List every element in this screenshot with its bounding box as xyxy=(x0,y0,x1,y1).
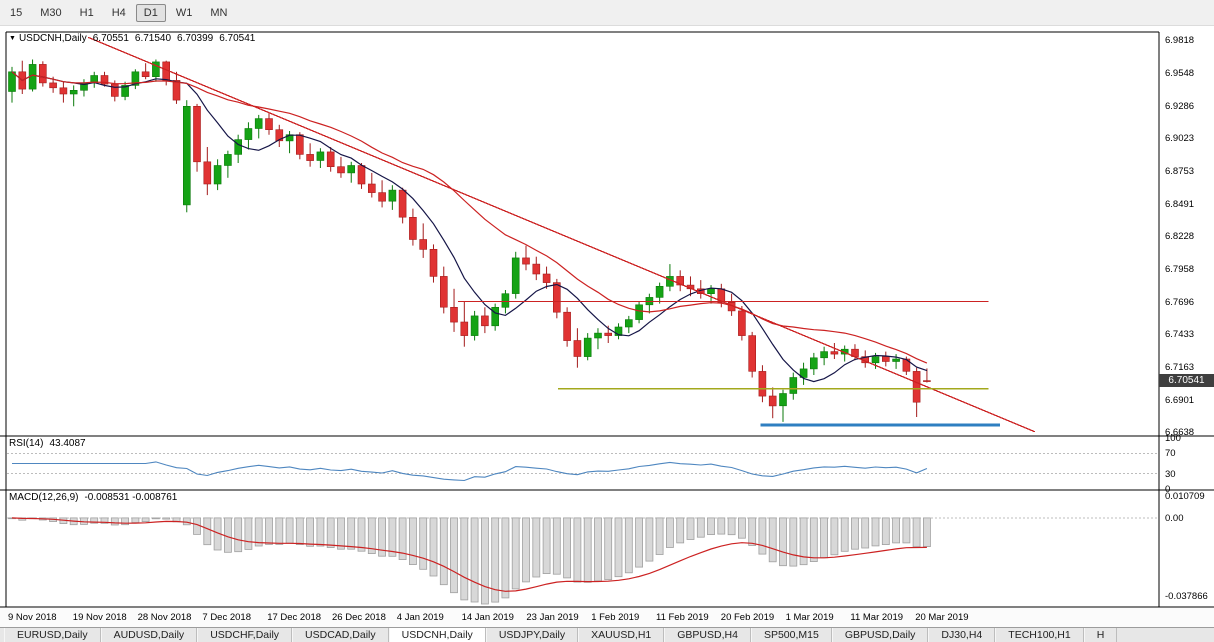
timeframe-button-W1[interactable]: W1 xyxy=(175,6,193,19)
chart-header: ▼ USDCNH,Daily 6.70551 6.71540 6.70399 6.7054… xyxy=(9,33,255,44)
candles xyxy=(8,59,931,422)
date-label: 1 Mar 2019 xyxy=(785,612,834,623)
chart-tab-TECH100-H1[interactable]: TECH100,H1 xyxy=(995,628,1084,642)
macd-histogram xyxy=(8,517,931,605)
date-label: 7 Dec 2018 xyxy=(202,612,251,623)
rsi-name: RSI(14) xyxy=(9,438,44,449)
open-value: 6.70551 xyxy=(92,33,129,44)
chart-tab-USDCHF-Daily[interactable]: USDCHF,Daily xyxy=(197,628,293,642)
timeframe-button-D1[interactable]: D1 xyxy=(135,3,166,22)
chart-tab-XAUUSD-H1[interactable]: XAUUSD,H1 xyxy=(578,628,665,642)
timeframe-button-H4[interactable]: H4 xyxy=(111,6,126,19)
chart-svg[interactable] xyxy=(0,26,1214,608)
rsi-scale-label: 70 xyxy=(1165,448,1176,460)
date-label: 1 Feb 2019 xyxy=(591,612,640,623)
date-axis[interactable]: 9 Nov 2018 19 Nov 2018 28 Nov 2018 7 Dec 20… xyxy=(0,608,1214,627)
trendline[interactable] xyxy=(87,36,1036,433)
price-scale-label: 6.7433 xyxy=(1165,329,1195,340)
date-label: 23 Jan 2019 xyxy=(526,612,579,623)
macd-scale-label: 0.00 xyxy=(1165,512,1184,524)
price-scale-label: 6.8491 xyxy=(1165,198,1195,210)
price-scale-label: 6.9548 xyxy=(1165,68,1195,80)
date-label: 20 Mar 2019 xyxy=(915,612,969,623)
price-scale-label: 6.7958 xyxy=(1165,264,1195,276)
timeframe-button-MN[interactable]: MN xyxy=(210,6,228,19)
low-value: 6.70399 xyxy=(177,33,214,44)
timeframe-button-H1[interactable]: H1 xyxy=(79,6,94,19)
chart-tab-AUDUSD-Daily[interactable]: AUDUSD,Daily xyxy=(100,628,198,642)
chart-tab-GBPUSD-Daily[interactable]: GBPUSD,Daily xyxy=(831,628,929,642)
rsi-line xyxy=(12,461,928,482)
chart-tab-DJ30-H4[interactable]: DJ30,H4 xyxy=(928,628,996,642)
macd-signal-line xyxy=(11,517,927,592)
chart-tab-USDCNH-Daily[interactable]: USDCNH,Daily xyxy=(388,628,486,642)
timeframe-toolbar: 15 M30 H1 H4 D1 W1 MN xyxy=(0,0,1214,26)
chart-tab-EURUSD-Daily[interactable]: EURUSD,Daily xyxy=(4,628,101,642)
macd-name: MACD(12,26,9) xyxy=(9,492,79,503)
price-scale-label: 6.7163 xyxy=(1165,362,1195,374)
high-value: 6.71540 xyxy=(134,33,172,44)
close-value: 6.70541 xyxy=(219,33,256,44)
chart-tabbar: EURUSD,Daily AUDUSD,Daily USDCHF,Daily USDC… xyxy=(0,627,1214,642)
chart-tab-USDJPY-Daily[interactable]: USDJPY,Daily xyxy=(485,628,579,642)
chart-tab-GBPUSD-H4[interactable]: GBPUSD,H4 xyxy=(664,628,751,642)
rsi-scale-label: 30 xyxy=(1165,468,1176,480)
date-label: 9 Nov 2018 xyxy=(8,612,57,623)
current-price-badge: 6.70541 xyxy=(1159,374,1214,388)
date-label: 26 Dec 2018 xyxy=(332,612,386,623)
chart-tab-SP500-M15[interactable]: SP500,M15 xyxy=(750,628,832,642)
price-scale[interactable]: 6.9818 6.9548 6.9286 6.9023 6.8753 6.8491 6.82… xyxy=(1159,26,1214,608)
date-label: 4 Jan 2019 xyxy=(396,612,444,623)
price-scale-label: 6.6638 xyxy=(1165,427,1195,438)
price-scale-label: 6.9818 xyxy=(1165,35,1195,46)
price-scale-label: 6.8753 xyxy=(1165,166,1195,178)
macd-scale-label: 0.010709 xyxy=(1165,491,1205,502)
macd-scale-label: -0.037866 xyxy=(1165,590,1208,602)
date-label: 14 Jan 2019 xyxy=(461,612,514,623)
symbol-label: USDCNH,Daily xyxy=(18,33,87,44)
price-scale-label: 6.9023 xyxy=(1165,133,1195,144)
macd-label: MACD(12,26,9) -0.008531 -0.008761 xyxy=(9,492,177,503)
chart-tab-H[interactable]: H xyxy=(1083,628,1118,642)
date-label: 17 Dec 2018 xyxy=(267,612,322,623)
symbol-marker-icon: ▼ xyxy=(9,35,16,42)
price-scale-label: 6.7696 xyxy=(1165,296,1195,308)
chart-tab-USDCAD-Daily[interactable]: USDCAD,Daily xyxy=(292,628,389,642)
rsi-value: 43.4087 xyxy=(49,438,86,449)
date-label: 20 Feb 2019 xyxy=(720,612,775,623)
price-scale-label: 6.8228 xyxy=(1165,231,1195,242)
date-label: 11 Feb 2019 xyxy=(656,612,709,623)
ma-slow-line xyxy=(11,71,928,364)
rsi-label: RSI(14) 43.4087 xyxy=(9,438,86,449)
date-label: 11 Mar 2019 xyxy=(850,612,904,623)
rsi-scale-label: 0 xyxy=(1165,484,1171,495)
chart-area: ▼ USDCNH,Daily 6.70551 6.71540 6.70399 6.7054… xyxy=(0,26,1214,608)
macd-value: -0.008531 -0.008761 xyxy=(84,492,178,503)
timeframe-button-M30[interactable]: M30 xyxy=(40,6,62,19)
ma-fast-line xyxy=(11,71,928,383)
price-scale-label: 6.9286 xyxy=(1165,100,1195,112)
timeframe-button-15[interactable]: 15 xyxy=(10,6,23,19)
date-label: 28 Nov 2018 xyxy=(137,612,192,623)
date-label: 19 Nov 2018 xyxy=(72,612,127,623)
price-scale-label: 6.6901 xyxy=(1165,394,1195,406)
rsi-scale-label: 100 xyxy=(1165,433,1181,444)
